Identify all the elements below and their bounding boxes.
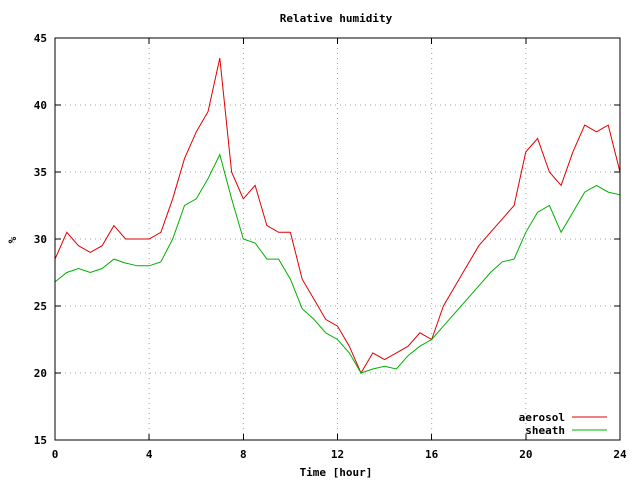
x-axis-label: Time [hour] (300, 466, 373, 479)
plot-frame (54, 37, 621, 441)
series-line-sheath (54, 153, 621, 374)
x-tick-label: 16 (425, 448, 439, 461)
x-tick-label: 20 (519, 448, 532, 461)
y-tick-label: 30 (34, 233, 47, 246)
y-tick-label: 15 (34, 434, 47, 447)
x-tick-label: 24 (613, 448, 627, 461)
x-tick-label: 4 (146, 448, 153, 461)
x-tick-label: 0 (52, 448, 59, 461)
chart-title: Relative humidity (280, 12, 393, 25)
y-tick-label: 40 (34, 99, 47, 112)
y-tick-label: 25 (34, 300, 47, 313)
legend-label-aerosol: aerosol (519, 411, 565, 424)
y-axis-label: % (6, 236, 19, 243)
y-tick-label: 20 (34, 367, 47, 380)
y-tick-label: 35 (34, 166, 47, 179)
legend-label-sheath: sheath (525, 424, 565, 437)
y-tick-label: 45 (34, 32, 47, 45)
x-tick-label: 8 (240, 448, 247, 461)
tick-labels: 15 20 25 30 35 40 45 0 4 8 12 16 20 24 (34, 32, 627, 461)
series-lines (54, 57, 621, 375)
x-tick-label: 12 (331, 448, 344, 461)
series-line-aerosol (54, 57, 621, 375)
